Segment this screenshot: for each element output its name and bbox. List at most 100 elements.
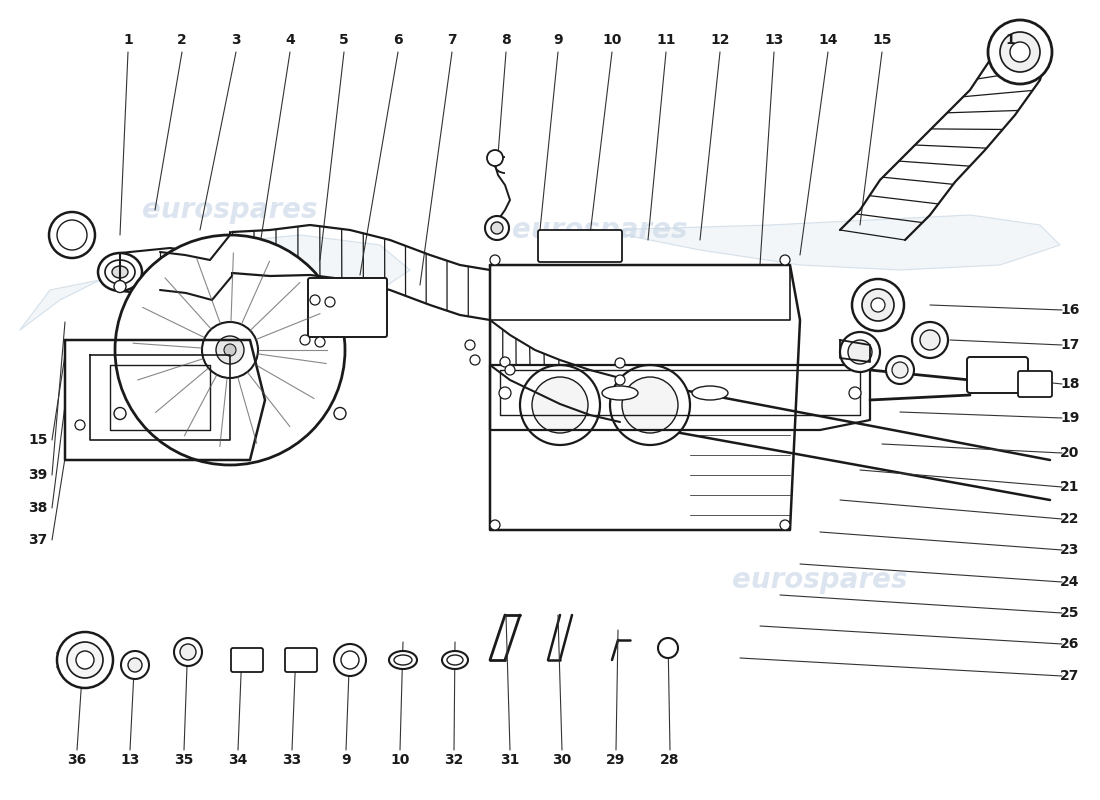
Circle shape [310,295,320,305]
Circle shape [852,279,904,331]
Circle shape [780,255,790,265]
Text: 27: 27 [1060,669,1080,683]
Circle shape [499,387,512,399]
Text: 1: 1 [123,33,133,47]
Circle shape [615,375,625,385]
Circle shape [121,651,148,679]
Text: 38: 38 [29,501,47,515]
Circle shape [491,222,503,234]
Ellipse shape [394,655,412,665]
FancyBboxPatch shape [308,278,387,337]
Circle shape [128,658,142,672]
Circle shape [334,407,346,419]
Circle shape [76,651,94,669]
Circle shape [224,344,236,356]
Ellipse shape [112,266,128,278]
Text: 13: 13 [764,33,783,47]
Circle shape [465,340,475,350]
Circle shape [216,336,244,364]
Circle shape [780,520,790,530]
Circle shape [610,365,690,445]
Circle shape [114,407,126,419]
Circle shape [912,322,948,358]
Text: 9: 9 [341,753,351,767]
Circle shape [341,651,359,669]
Ellipse shape [442,651,468,669]
Polygon shape [20,235,410,330]
Text: 9: 9 [553,33,563,47]
Circle shape [300,335,310,345]
Text: 1: 1 [1005,33,1015,47]
FancyBboxPatch shape [538,230,621,262]
Circle shape [334,281,346,293]
FancyBboxPatch shape [1018,371,1052,397]
Text: 10: 10 [390,753,409,767]
Circle shape [920,330,940,350]
Text: 22: 22 [1060,512,1080,526]
Text: 36: 36 [67,753,87,767]
Text: 15: 15 [872,33,892,47]
Circle shape [500,357,510,367]
Circle shape [871,298,886,312]
Circle shape [520,365,600,445]
Text: 3: 3 [231,33,241,47]
Circle shape [658,638,678,658]
Polygon shape [600,215,1060,270]
Text: 12: 12 [711,33,729,47]
Circle shape [490,255,500,265]
Circle shape [485,216,509,240]
Text: 10: 10 [603,33,622,47]
Ellipse shape [98,253,142,291]
Polygon shape [65,340,265,460]
Circle shape [174,638,202,666]
Circle shape [1010,42,1030,62]
Polygon shape [110,365,210,430]
Text: 37: 37 [29,533,47,547]
Circle shape [886,356,914,384]
Text: 11: 11 [657,33,675,47]
Circle shape [57,220,87,250]
Text: 33: 33 [283,753,301,767]
Text: eurospares: eurospares [733,566,908,594]
Polygon shape [90,355,230,440]
Text: 19: 19 [1060,411,1080,425]
Text: 30: 30 [552,753,572,767]
Circle shape [50,212,95,258]
Circle shape [334,644,366,676]
Circle shape [315,337,324,347]
FancyBboxPatch shape [967,357,1028,393]
Text: 7: 7 [448,33,456,47]
Text: 5: 5 [339,33,349,47]
Text: 23: 23 [1060,543,1080,557]
Circle shape [67,642,103,678]
Text: 17: 17 [1060,338,1080,352]
Circle shape [862,289,894,321]
Text: 26: 26 [1060,637,1080,651]
Circle shape [75,420,85,430]
Circle shape [505,365,515,375]
Text: 13: 13 [120,753,140,767]
Polygon shape [840,340,870,362]
Text: 8: 8 [502,33,510,47]
Circle shape [849,387,861,399]
Text: 31: 31 [500,753,519,767]
Circle shape [892,362,907,378]
Text: 29: 29 [606,753,626,767]
Text: 6: 6 [393,33,403,47]
Text: 39: 39 [29,468,47,482]
Circle shape [202,322,258,378]
Circle shape [848,340,872,364]
Ellipse shape [389,651,417,669]
Text: 18: 18 [1060,377,1080,391]
Text: 2: 2 [177,33,187,47]
Circle shape [116,235,345,465]
Ellipse shape [447,655,463,665]
Circle shape [615,358,625,368]
Text: 21: 21 [1060,480,1080,494]
Text: 16: 16 [1060,303,1080,317]
Circle shape [988,20,1052,84]
Polygon shape [500,370,860,415]
Text: 25: 25 [1060,606,1080,620]
Circle shape [1000,32,1040,72]
Circle shape [532,377,588,433]
